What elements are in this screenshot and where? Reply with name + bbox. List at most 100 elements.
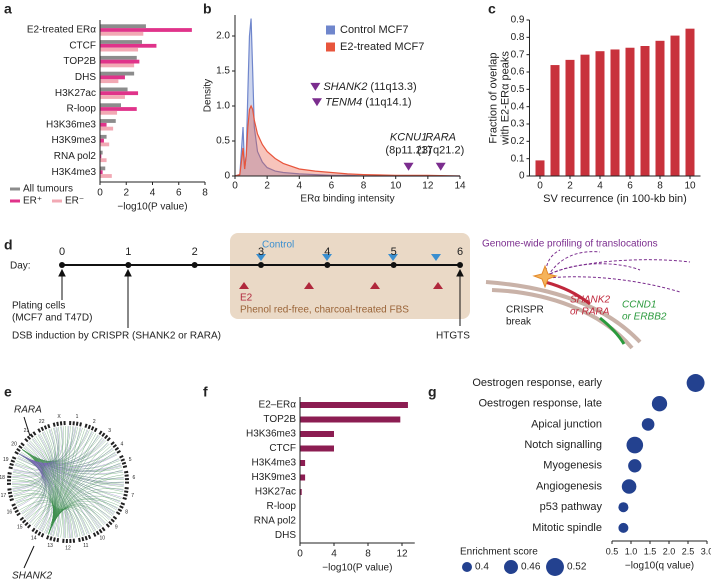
chromosome-band — [24, 430, 38, 443]
size-legend-dot — [546, 558, 564, 576]
x-tick-label: 0 — [537, 181, 543, 192]
day-label: 6 — [457, 246, 463, 258]
chromosome-label: 9 — [115, 524, 118, 530]
bar — [685, 28, 695, 176]
bar — [100, 71, 135, 76]
chromosome-label: 21 — [24, 428, 30, 434]
size-legend-dot — [504, 560, 518, 574]
dot — [621, 479, 637, 494]
x-tick-label: 2 — [567, 181, 573, 192]
x-tick-label: 6 — [329, 181, 335, 192]
chromosome-label: 3 — [108, 428, 111, 434]
category-label: H3K9me3 — [252, 472, 297, 483]
bar — [655, 40, 665, 176]
category-label: DHS — [275, 530, 296, 541]
annotation-label: TENM4 (11q14.1) — [325, 96, 412, 108]
day-label: Day: — [10, 261, 31, 272]
x-tick-label: 4 — [331, 549, 337, 560]
y-axis-label: Fraction of overlap — [487, 52, 499, 143]
annotation-gene: TENM4 — [325, 96, 362, 108]
medium-box — [230, 233, 470, 319]
bar — [100, 150, 103, 155]
crispr-label: CRISPR — [506, 305, 544, 316]
x-axis-label: −log10(P value) — [322, 563, 392, 574]
chromosome-label: 18 — [0, 475, 5, 481]
chromosome-band — [14, 441, 26, 455]
chromosome-band — [104, 515, 118, 529]
panel-letter: e — [4, 384, 12, 400]
bar — [670, 35, 680, 176]
chromosome-band — [119, 455, 128, 470]
y-tick-label: 0.7 — [511, 49, 525, 60]
legend-swatch — [52, 199, 62, 203]
chromosome-label: 15 — [17, 524, 23, 530]
legend-swatch — [326, 25, 335, 35]
y-tick-label: 0.5 — [511, 84, 525, 95]
bar — [100, 174, 112, 178]
annotation-marker — [435, 162, 446, 171]
profiling-label: Genome-wide profiling of translocations — [482, 239, 658, 250]
y-tick-label: 0 — [519, 171, 525, 182]
annotation-band: (11q13.3) — [370, 81, 416, 93]
bar — [100, 166, 106, 171]
panel-letter: a — [4, 1, 12, 17]
bar — [565, 59, 575, 176]
panel-letter: f — [203, 384, 208, 400]
bar — [100, 47, 139, 52]
chromosome-band — [37, 423, 52, 433]
y-tick-label: 0.9 — [511, 15, 525, 26]
medium-label: Phenol red-free, charcoal-treated FBS — [240, 305, 409, 316]
x-tick-label: 2.0 — [663, 546, 676, 556]
day-dot — [324, 262, 331, 268]
bar — [100, 103, 121, 108]
bar — [100, 43, 157, 48]
chromosome-label: 6 — [132, 475, 135, 481]
bar — [300, 402, 408, 408]
y-tick-label: 0.2 — [511, 136, 525, 147]
bar — [100, 31, 144, 36]
dot — [626, 436, 644, 454]
control-markers — [256, 254, 441, 261]
chromosome-label: 7 — [131, 493, 134, 499]
chromosome-label: 13 — [47, 543, 53, 549]
prey-label: CCND1 — [622, 300, 656, 311]
x-tick-label: 0 — [232, 181, 238, 192]
chromosome-label: 20 — [11, 441, 17, 447]
legend-label: All tumours — [23, 184, 73, 195]
y-tick-label: 0.4 — [511, 101, 525, 112]
category-label: p53 pathway — [540, 501, 603, 513]
legend-swatch — [10, 187, 20, 191]
chromosome-label: 19 — [3, 457, 9, 463]
size-legend-dot — [462, 562, 472, 572]
x-tick-label: 12 — [396, 549, 408, 560]
bar — [550, 65, 560, 176]
chromosome-label: 5 — [129, 457, 132, 463]
htgts-label: HTGTS — [436, 331, 470, 342]
e2-label: E2 — [240, 293, 253, 304]
category-label: Mitotic spindle — [532, 522, 602, 534]
chromosome-label: 17 — [1, 493, 7, 499]
bar — [100, 55, 137, 60]
rara-label: RARA — [14, 405, 42, 416]
panel-letter: g — [428, 384, 437, 400]
legend-label: ER⁻ — [65, 196, 84, 207]
y-tick-label: 0.1 — [511, 153, 525, 164]
prey-label: or ERBB2 — [622, 312, 667, 323]
bar — [535, 160, 545, 176]
annotation-band: (11q14.1) — [365, 96, 411, 108]
e2-markers — [239, 282, 443, 289]
annotation-label: SHANK2 (11q13.3) — [323, 81, 416, 93]
chromosome-band — [7, 470, 12, 485]
panel-letter: c — [488, 1, 496, 17]
bar — [100, 24, 146, 29]
chromosome-label: 2 — [93, 419, 96, 425]
annotation-band: (8p11.23) — [385, 145, 431, 157]
bar — [100, 91, 139, 96]
chromosome-band — [84, 423, 99, 433]
bar — [580, 54, 590, 176]
category-label: H3K9me3 — [52, 135, 97, 146]
bar — [595, 51, 605, 177]
dot — [686, 374, 705, 392]
category-label: H3K27ac — [55, 88, 96, 99]
bar — [100, 122, 107, 127]
